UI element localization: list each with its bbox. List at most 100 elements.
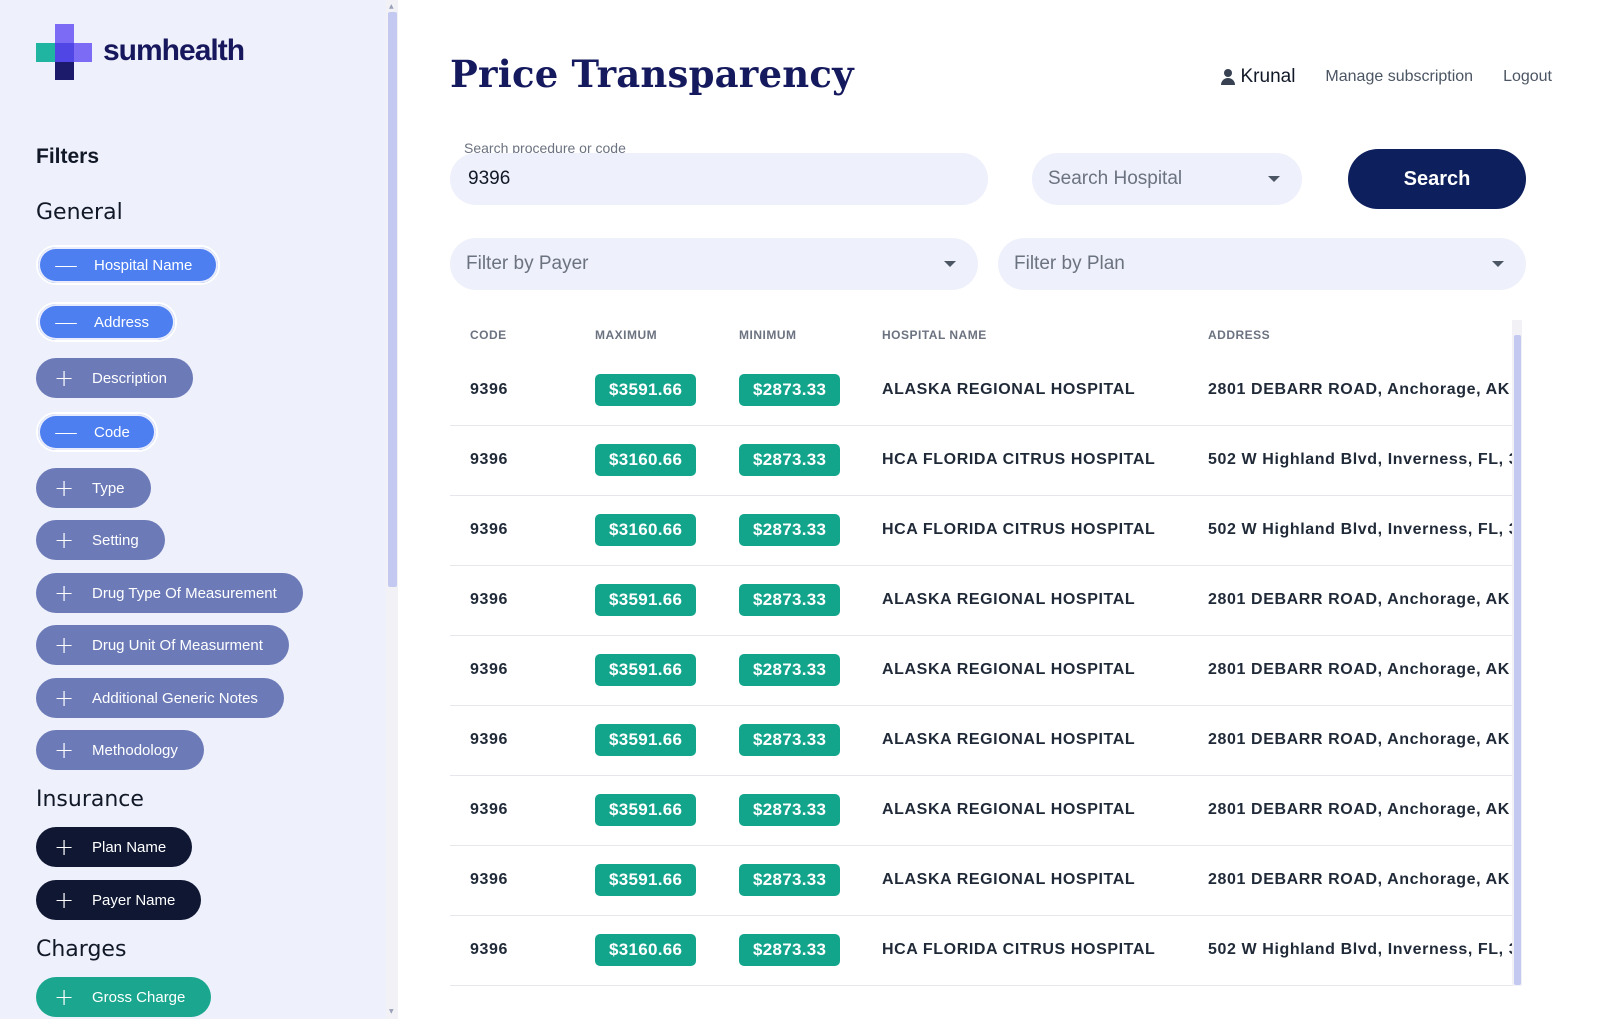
filter-chip-address[interactable]: — Address (36, 302, 178, 342)
table-row[interactable]: 9396 $3591.66 $2873.33 ALASKA REGIONAL H… (450, 565, 1516, 636)
maximum-price-badge: $3591.66 (595, 584, 697, 616)
table-row[interactable]: 9396 $3591.66 $2873.33 ALASKA REGIONAL H… (450, 355, 1516, 426)
hospital-name-cell: HCA FLORIDA CITRUS HOSPITAL (862, 495, 1188, 566)
hospital-name-cell: ALASKA REGIONAL HOSPITAL (862, 635, 1188, 706)
filter-chip-setting[interactable]: + Setting (36, 520, 165, 560)
address-cell: 2801 DEBARR ROAD, Anchorage, AK (1188, 705, 1516, 776)
payer-select-placeholder: Filter by Payer (466, 253, 589, 274)
filter-chip-hospital-name[interactable]: — Hospital Name (36, 245, 221, 285)
minimum-cell: $2873.33 (719, 705, 862, 776)
address-cell: 502 W Highland Blvd, Inverness, FL, 3445… (1188, 425, 1516, 496)
filter-chip-methodology[interactable]: + Methodology (36, 730, 204, 770)
maximum-price-badge: $3591.66 (595, 794, 697, 826)
plan-filter-select[interactable]: Filter by Plan (998, 238, 1526, 290)
user-menu[interactable]: Krunal (1220, 66, 1296, 88)
page-title: Price Transparency (450, 52, 854, 96)
table-row[interactable]: 9396 $3591.66 $2873.33 ALASKA REGIONAL H… (450, 635, 1516, 706)
filter-chip-type[interactable]: + Type (36, 468, 151, 508)
chevron-down-icon (1492, 261, 1504, 267)
minimum-price-badge: $2873.33 (739, 724, 841, 756)
code-cell: 9396 (450, 635, 575, 706)
minimum-cell: $2873.33 (719, 635, 862, 706)
minimum-cell: $2873.33 (719, 845, 862, 916)
address-cell: 2801 DEBARR ROAD, Anchorage, AK (1188, 775, 1516, 846)
manage-subscription-link[interactable]: Manage subscription (1325, 68, 1474, 85)
code-cell: 9396 (450, 495, 575, 566)
maximum-price-badge: $3160.66 (595, 514, 697, 546)
code-cell: 9396 (450, 565, 575, 636)
sidebar-scrollbar-thumb[interactable] (388, 12, 397, 587)
minimum-price-badge: $2873.33 (739, 444, 841, 476)
chip-label: Setting (92, 531, 139, 549)
filter-chip-drug-type-of-measurement[interactable]: + Drug Type Of Measurement (36, 573, 303, 613)
table-scrollbar-thumb[interactable] (1514, 335, 1521, 985)
maximum-cell: $3591.66 (575, 355, 719, 426)
chip-label: Drug Unit Of Measurment (92, 636, 263, 654)
main-content: Price Transparency Krunal Manage subscri… (398, 0, 1600, 1019)
address-cell: 2801 DEBARR ROAD, Anchorage, AK (1188, 635, 1516, 706)
scroll-up-arrow-icon[interactable]: ▲ (389, 3, 394, 10)
minimum-price-badge: $2873.33 (739, 794, 841, 826)
chip-label: Type (92, 479, 125, 497)
plan-select-placeholder: Filter by Plan (1014, 253, 1125, 274)
table-row[interactable]: 9396 $3160.66 $2873.33 HCA FLORIDA CITRU… (450, 425, 1516, 496)
column-header-code[interactable]: CODE (470, 328, 507, 342)
results-table-container: CODE MAXIMUM MINIMUM HOSPITAL NAME ADDRE… (450, 315, 1516, 1019)
brand-name: sumhealth (103, 34, 245, 67)
code-cell: 9396 (450, 845, 575, 916)
address-cell: 502 W Highland Blvd, Inverness, FL, 3445… (1188, 915, 1516, 986)
procedure-search-input[interactable] (450, 153, 988, 205)
filter-chip-description[interactable]: + Description (36, 358, 194, 398)
code-cell: 9396 (450, 355, 575, 426)
column-header-address[interactable]: ADDRESS (1208, 328, 1271, 342)
code-cell: 9396 (450, 425, 575, 496)
minus-icon: — (54, 308, 78, 336)
table-row[interactable]: 9396 $3591.66 $2873.33 ALASKA REGIONAL H… (450, 775, 1516, 846)
maximum-cell: $3591.66 (575, 775, 719, 846)
column-header-hospital-name[interactable]: HOSPITAL NAME (882, 328, 987, 342)
maximum-price-badge: $3160.66 (595, 934, 697, 966)
table-row[interactable]: 9396 $3591.66 $2873.33 ALASKA REGIONAL H… (450, 705, 1516, 776)
insurance-heading: Insurance (36, 787, 144, 812)
table-row[interactable]: 9396 $3160.66 $2873.33 HCA FLORIDA CITRU… (450, 915, 1516, 986)
search-button[interactable]: Search (1348, 149, 1526, 209)
table-row[interactable]: 9396 $3160.66 $2873.33 HCA FLORIDA CITRU… (450, 495, 1516, 566)
cross-logo-icon (36, 24, 92, 80)
filter-chip-gross-charge[interactable]: + Gross Charge (36, 977, 212, 1017)
filter-chip-payer-name[interactable]: + Payer Name (36, 880, 202, 920)
minimum-cell: $2873.33 (719, 915, 862, 986)
filter-sidebar: sumhealth Filters General — Hospital Nam… (0, 0, 398, 1019)
payer-filter-select[interactable]: Filter by Payer (450, 238, 978, 290)
chip-label: Methodology (92, 741, 178, 759)
user-name: Krunal (1240, 66, 1296, 87)
minimum-cell: $2873.33 (719, 495, 862, 566)
chip-label: Payer Name (92, 891, 176, 909)
minimum-price-badge: $2873.33 (739, 514, 841, 546)
filter-chip-plan-name[interactable]: + Plan Name (36, 827, 193, 867)
plus-icon: + (53, 736, 75, 764)
sumhealth-logo[interactable]: sumhealth (36, 24, 256, 84)
scroll-down-arrow-icon[interactable]: ▼ (389, 1008, 394, 1015)
filter-chip-drug-unit-of-measurement[interactable]: + Drug Unit Of Measurment (36, 625, 289, 665)
table-row[interactable]: 9396 $3591.66 $2873.33 ALASKA REGIONAL H… (450, 845, 1516, 916)
minus-icon: — (54, 418, 78, 446)
chip-label: Gross Charge (92, 988, 186, 1006)
hospital-search-select[interactable]: Search Hospital (1032, 153, 1302, 205)
general-heading: General (36, 200, 123, 225)
maximum-price-badge: $3591.66 (595, 654, 697, 686)
filter-chip-code[interactable]: — Code (36, 412, 158, 452)
hospital-name-cell: ALASKA REGIONAL HOSPITAL (862, 775, 1188, 846)
minus-icon: — (54, 251, 78, 279)
procedure-search-label: Search procedure or code (464, 140, 626, 156)
address-cell: 2801 DEBARR ROAD, Anchorage, AK (1188, 355, 1516, 426)
logout-link[interactable]: Logout (1503, 68, 1552, 85)
hospital-select-placeholder: Search Hospital (1048, 168, 1183, 189)
minimum-cell: $2873.33 (719, 565, 862, 636)
column-header-maximum[interactable]: MAXIMUM (595, 328, 658, 342)
chip-label: Hospital Name (94, 256, 193, 274)
plus-icon: + (53, 364, 75, 392)
column-header-minimum[interactable]: MINIMUM (739, 328, 797, 342)
address-cell: 2801 DEBARR ROAD, Anchorage, AK (1188, 845, 1516, 916)
minimum-price-badge: $2873.33 (739, 373, 841, 406)
filter-chip-additional-generic-notes[interactable]: + Additional Generic Notes (36, 678, 284, 718)
